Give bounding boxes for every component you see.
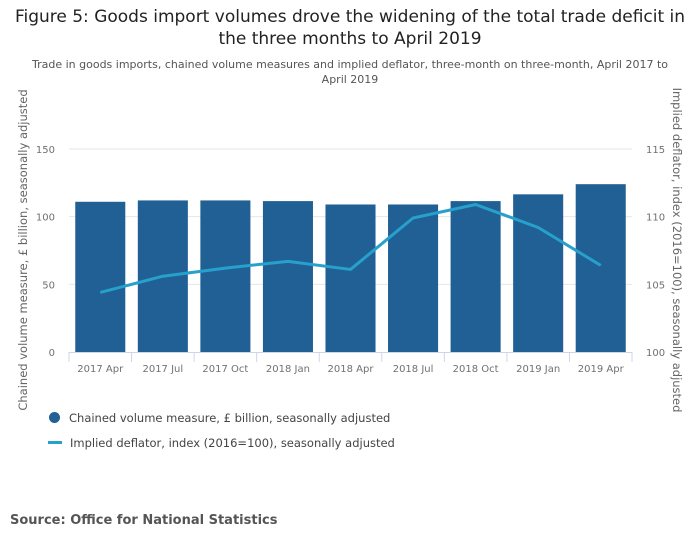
- bar: [75, 201, 126, 352]
- legend-label: Chained volume measure, £ billion, seaso…: [69, 410, 391, 425]
- legend-line-icon: [48, 441, 62, 444]
- x-tick-label: 2017 Apr: [77, 364, 124, 375]
- bar: [262, 201, 313, 352]
- x-tick-label: 2018 Jul: [393, 364, 434, 375]
- y-axis-right-title: Implied deflator, index (2016=100), seas…: [670, 88, 684, 413]
- legend: Chained volume measure, £ billion, seaso…: [48, 405, 395, 455]
- bar: [200, 200, 251, 352]
- y-right-tick-label: 105: [646, 280, 665, 291]
- x-tick-label: 2019 Jan: [516, 364, 560, 375]
- deflator-line: [99, 202, 602, 294]
- x-tick-label: 2019 Apr: [578, 364, 625, 375]
- y-left-tick-label: 100: [36, 213, 55, 224]
- y-right-tick-label: 100: [646, 348, 665, 359]
- y-left-tick-label: 0: [49, 348, 55, 359]
- bar-series: [75, 184, 626, 352]
- x-tick-label: 2018 Oct: [453, 364, 499, 375]
- x-tick-label: 2017 Jul: [142, 364, 183, 375]
- bar: [575, 184, 626, 352]
- chart-subtitle: Trade in goods imports, chained volume m…: [31, 58, 668, 86]
- x-tick-label: 2017 Oct: [202, 364, 248, 375]
- source-note: Source: Office for National Statistics: [10, 513, 278, 528]
- x-tick-label: 2018 Jan: [266, 364, 310, 375]
- x-tick-label: 2018 Apr: [328, 364, 375, 375]
- line-series: [99, 202, 602, 294]
- legend-label: Implied deflator, index (2016=100), seas…: [70, 435, 395, 450]
- legend-item-deflator[interactable]: Implied deflator, index (2016=100), seas…: [48, 430, 395, 455]
- legend-circle-icon: [49, 412, 60, 423]
- chart-canvas: 2017 Apr 2017 Jul 2017 Oct 2018 Jan 2018 Apr…: [16, 88, 684, 413]
- y-axis-left: 0 50 100 150: [36, 145, 55, 359]
- x-axis: 2017 Apr 2017 Jul 2017 Oct 2018 Jan 2018 Apr…: [68, 352, 633, 375]
- bar: [450, 201, 501, 352]
- y-left-tick-label: 150: [36, 145, 55, 156]
- y-right-tick-label: 110: [646, 213, 665, 224]
- y-left-tick-label: 50: [42, 280, 55, 291]
- chart-title: Figure 5: Goods import volumes drove the…: [14, 7, 686, 49]
- bar: [325, 204, 376, 352]
- y-right-tick-label: 115: [646, 145, 665, 156]
- y-axis-right: 100 105 110 115: [646, 145, 665, 359]
- y-axis-left-title: Chained volume measure, £ billion, seaso…: [16, 89, 30, 410]
- bar: [388, 204, 439, 352]
- legend-item-volume[interactable]: Chained volume measure, £ billion, seaso…: [48, 405, 395, 430]
- bar: [513, 194, 564, 352]
